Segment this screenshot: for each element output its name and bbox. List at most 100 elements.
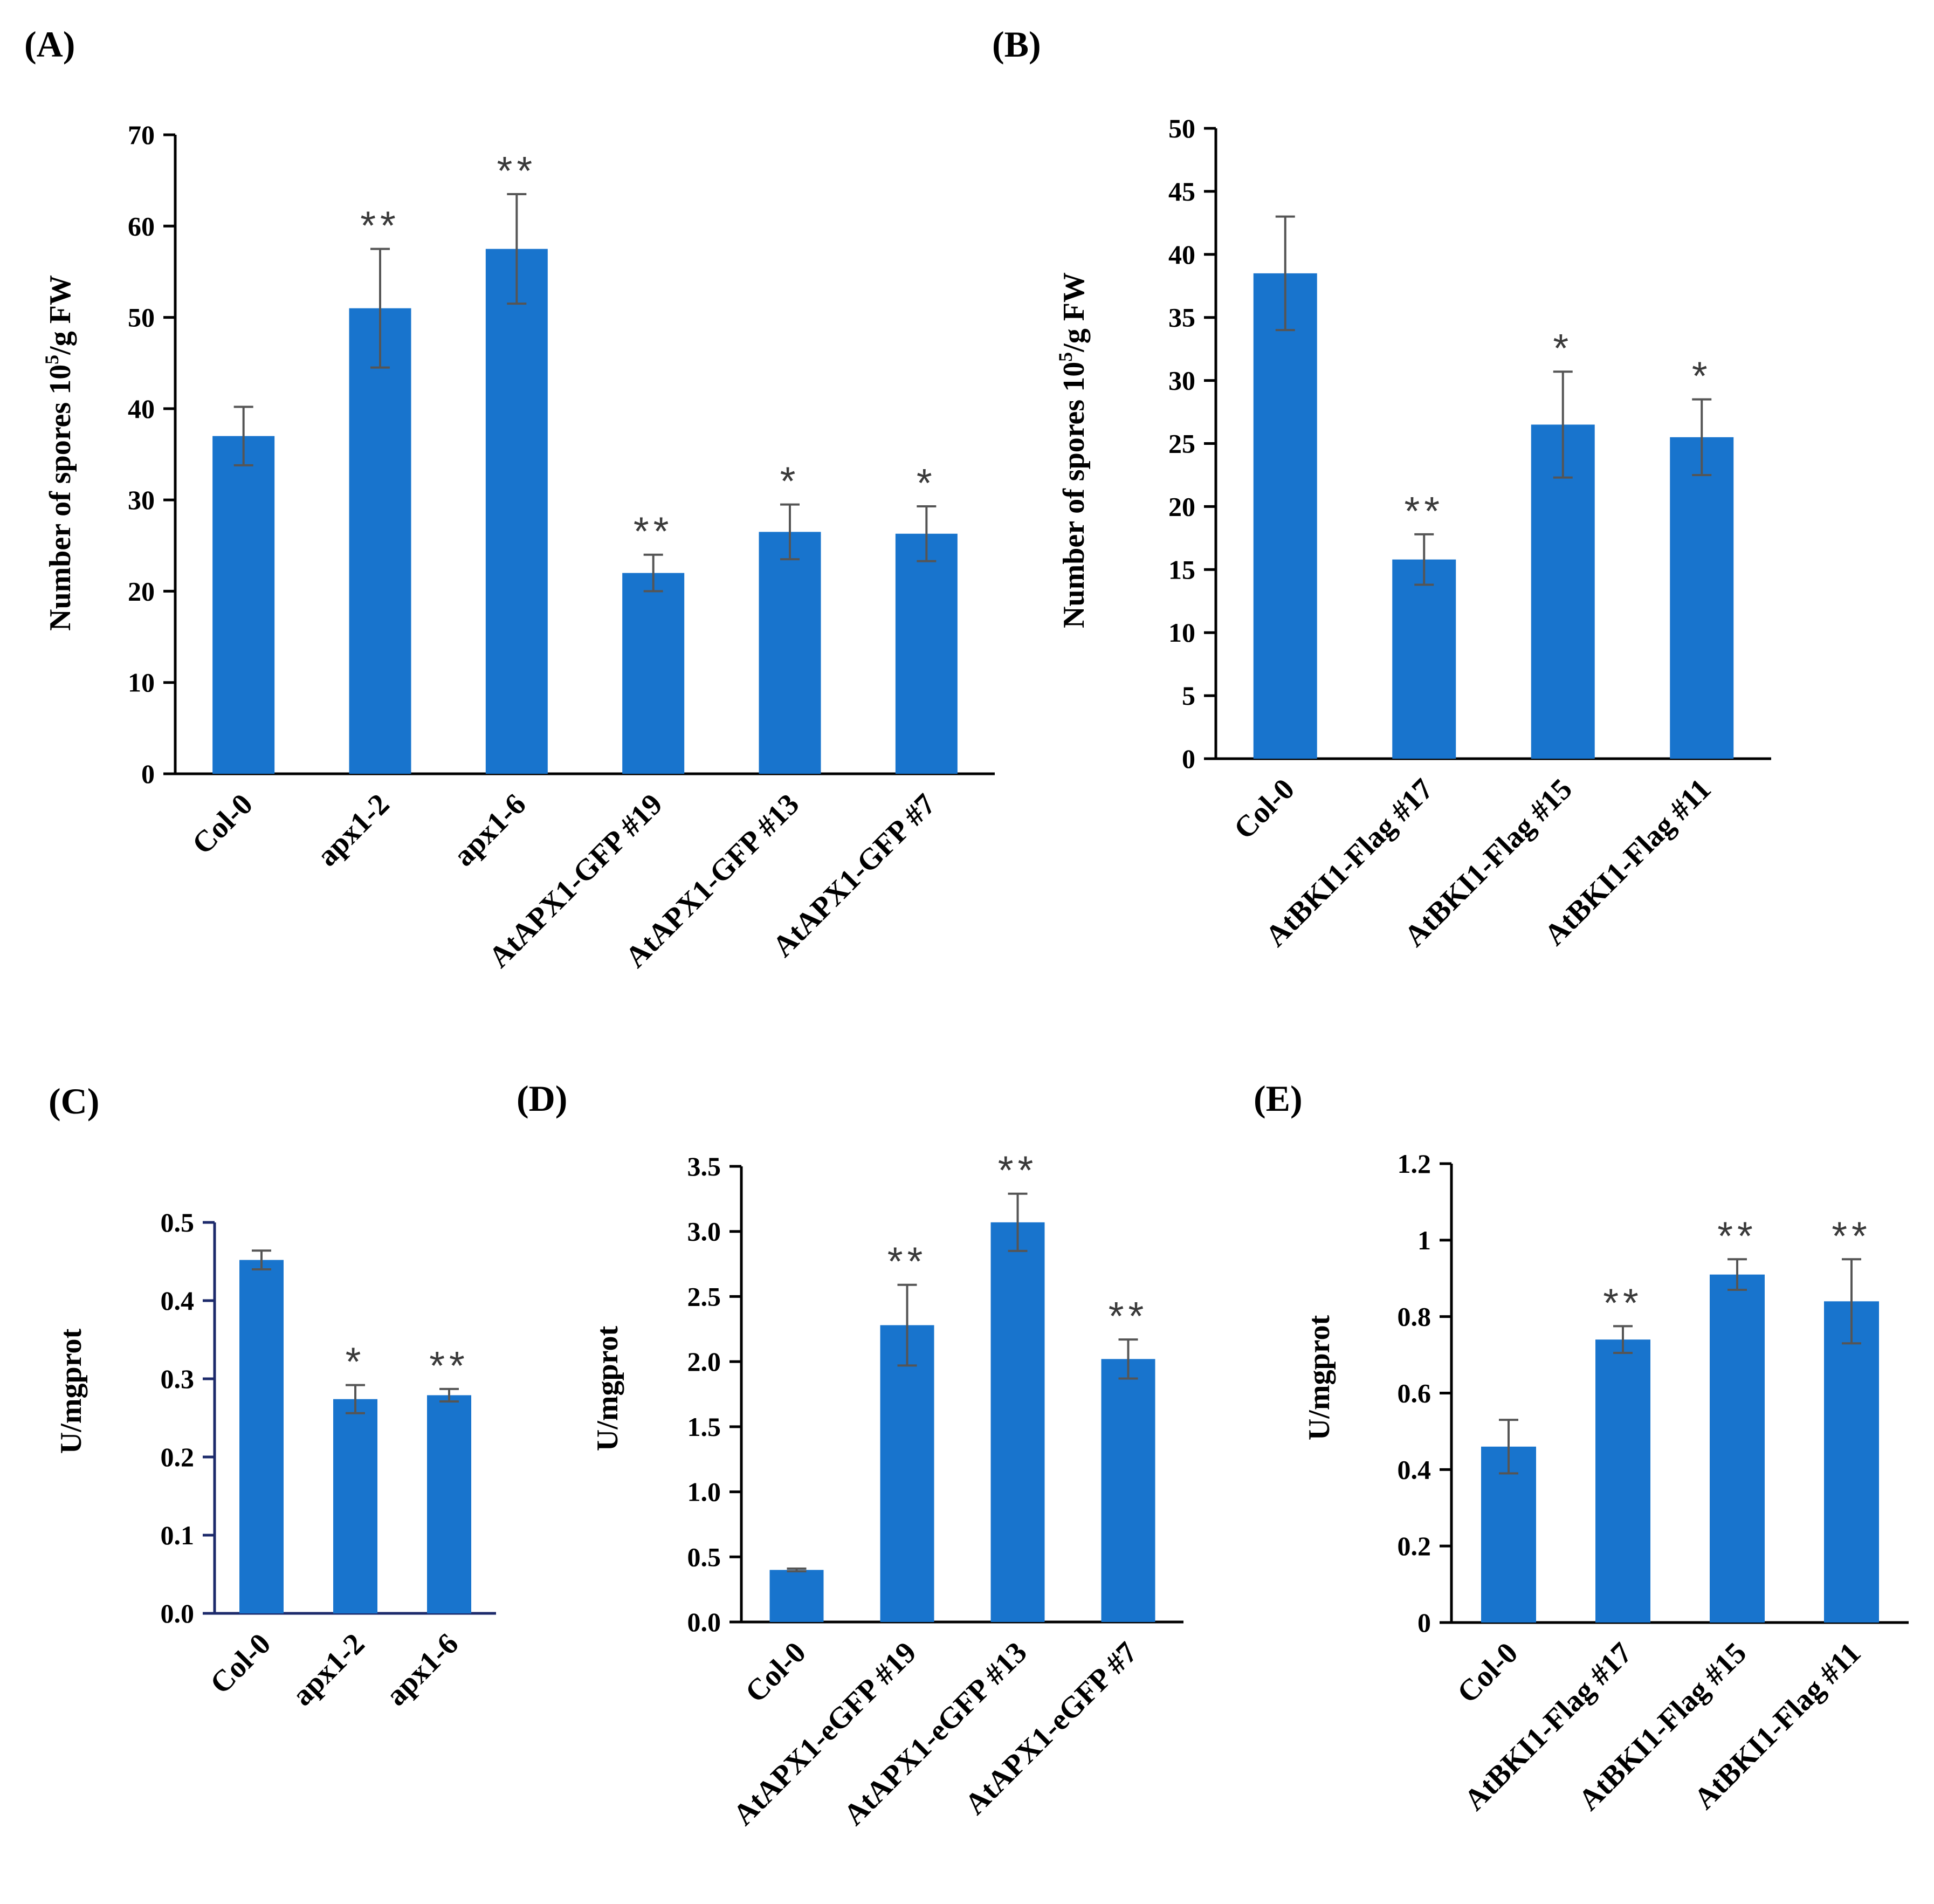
significance-a-2: ** [497,148,537,193]
bar-c-1 [333,1399,377,1613]
y-tick-label-a: 50 [128,303,155,333]
panel-label-a: (A) [24,24,75,65]
bar-c-2 [427,1395,471,1613]
category-label-a-1: apx1-2 [311,787,396,872]
y-tick-label-e: 0 [1417,1607,1431,1638]
y-tick-label-d: 1.0 [687,1477,721,1507]
panel-label-b: (B) [992,24,1041,65]
significance-c-2: ** [429,1343,469,1388]
panel-a: (A) Number of spores 105/g FW 0 10 20 30 40 5… [24,24,995,974]
category-label-c-1: apx1-2 [286,1627,371,1712]
y-tick-label-a: 60 [128,211,155,241]
y-tick-label-e: 1.2 [1398,1149,1431,1179]
plot-area-c: 0.0 0.1 0.2 0.3 0.4 0.5 Col-0 * apx1-2 ** apx1-6 [161,1207,496,1713]
y-tick-label-b: 45 [1168,176,1195,207]
y-tick-label-b: 20 [1168,491,1195,521]
y-tick-label-e: 0.2 [1398,1531,1431,1561]
y-tick-label-c: 0.5 [161,1207,195,1238]
bar-a-4 [759,532,821,774]
bar-d-3 [1101,1359,1155,1622]
panel-label-e: (E) [1254,1078,1303,1119]
y-tick-label-b: 15 [1168,554,1195,585]
bar-d-0 [769,1570,824,1622]
bar-a-1 [349,308,411,774]
significance-a-3: ** [634,509,673,554]
y-tick-label-d: 0.5 [687,1542,721,1572]
significance-a-4: * [780,459,800,504]
y-tick-label-c: 0.1 [161,1520,195,1550]
y-tick-label-e: 0.4 [1398,1454,1431,1484]
bar-d-2 [990,1222,1045,1622]
significance-e-2: ** [1717,1213,1757,1258]
y-tick-label-b: 5 [1182,681,1195,711]
y-tick-label-c: 0.2 [161,1442,195,1472]
panel-d: (D) U/mgprot 0.0 0.5 1.0 1.5 2.0 2.5 3.0 3.5 Col… [517,1078,1183,1832]
y-tick-label-a: 0 [141,759,155,789]
y-axis-title-e: U/mgprot [1303,1315,1336,1441]
bar-a-5 [895,533,958,774]
significance-b-2: * [1553,326,1573,370]
bar-b-3 [1670,437,1734,759]
significance-d-2: ** [998,1148,1038,1193]
category-label-e-0: Col-0 [1451,1636,1524,1709]
y-tick-label-b: 10 [1168,617,1195,648]
y-tick-label-e: 1 [1417,1225,1431,1255]
plot-area-d: 0.0 0.5 1.0 1.5 2.0 2.5 3.0 3.5 Col-0 ** AtAPX1-eG… [687,1148,1183,1832]
panel-c: (C) U/mgprot 0.0 0.1 0.2 0.3 0.4 0.5 Col-0 * apx… [49,1081,496,1713]
y-tick-label-a: 40 [128,394,155,424]
category-label-c-2: apx1-6 [380,1627,465,1712]
bar-b-0 [1253,273,1317,759]
bar-c-0 [239,1260,284,1613]
y-tick-label-d: 2.5 [687,1281,721,1311]
y-tick-label-a: 20 [128,576,155,606]
y-tick-label-c: 0.3 [161,1364,195,1394]
y-tick-label-a: 10 [128,668,155,698]
significance-b-1: ** [1404,489,1444,533]
y-axis-title-c: U/mgprot [54,1329,88,1454]
significance-a-5: * [917,460,937,505]
y-tick-label-b: 40 [1168,239,1195,270]
y-tick-label-b: 0 [1182,744,1195,774]
significance-a-1: ** [360,203,400,248]
bar-a-3 [622,573,685,774]
bar-a-2 [485,249,548,774]
significance-c-1: * [346,1339,366,1384]
y-tick-label-d: 2.0 [687,1346,721,1377]
panel-label-c: (C) [49,1081,99,1122]
y-axis-title-b: Number of spores 105/g FW [1055,272,1091,628]
bar-e-0 [1481,1446,1536,1623]
bar-e-1 [1595,1339,1650,1623]
significance-e-3: ** [1832,1213,1871,1258]
plot-area-a: 010203040506070Col-0**apx1-2**apx1-6**At… [128,120,995,974]
panel-e: (E) U/mgprot 00.20.40.60.811.2Col-0**AtB… [1254,1078,1909,1817]
category-label-b-0: Col-0 [1228,772,1301,846]
bar-d-1 [880,1325,934,1622]
category-label-a-0: Col-0 [186,787,259,861]
category-label-d-2: AtAPX1-eGFP #13 [837,1635,1034,1832]
category-label-d-0: Col-0 [739,1635,812,1709]
category-label-d-1: AtAPX1-eGFP #19 [727,1635,923,1832]
bar-b-1 [1392,559,1456,759]
y-tick-label-b: 30 [1168,366,1195,396]
significance-d-1: ** [887,1239,927,1284]
y-tick-label-d: 0.0 [687,1607,721,1637]
y-axis-title-d: U/mgprot [591,1326,624,1452]
y-tick-label-a: 30 [128,485,155,515]
y-tick-label-b: 25 [1168,429,1195,459]
y-tick-label-d: 3.0 [687,1216,721,1247]
significance-d-3: ** [1109,1294,1148,1338]
y-tick-label-b: 50 [1168,113,1195,143]
bar-b-2 [1531,424,1595,759]
y-tick-label-e: 0.6 [1398,1378,1431,1408]
category-label-c-0: Col-0 [204,1627,277,1700]
y-tick-label-a: 70 [128,120,155,150]
y-tick-label-c: 0.4 [161,1286,195,1316]
bar-e-2 [1710,1274,1765,1623]
bar-a-0 [212,436,275,774]
panel-label-d: (D) [517,1078,567,1119]
category-label-a-2: apx1-6 [447,787,532,872]
y-tick-label-d: 1.5 [687,1412,721,1442]
y-tick-label-b: 35 [1168,303,1195,333]
